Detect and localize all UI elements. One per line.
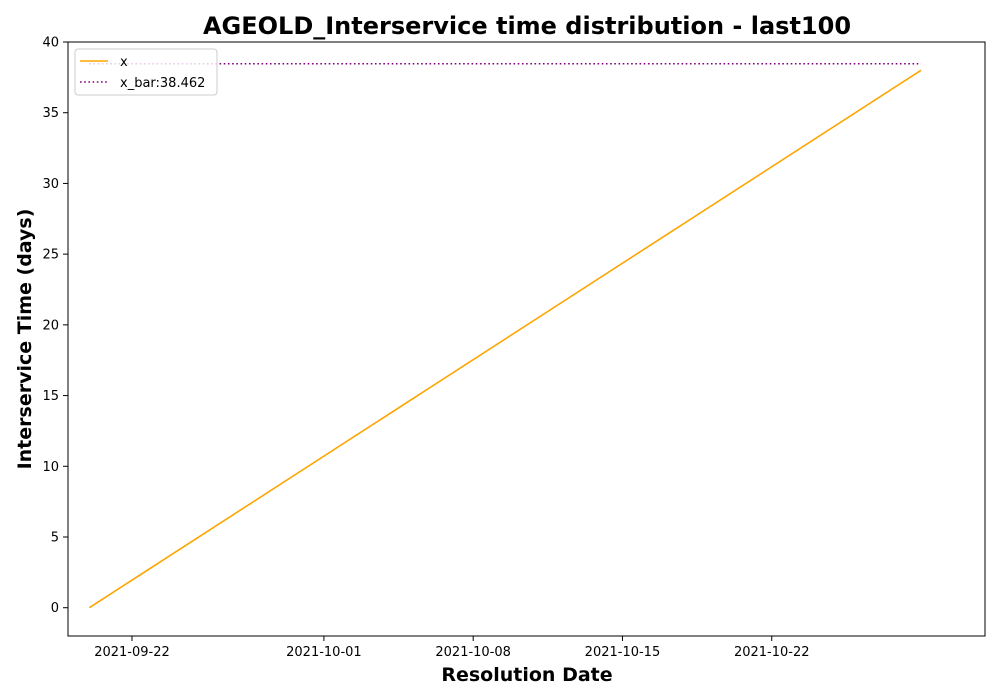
- x-axis: 2021-09-22 2021-10-01 2021-10-08 2021-10-15…: [94, 636, 810, 660]
- y-tick-label: 20: [42, 318, 59, 333]
- x-tick-label: 2021-10-15: [585, 645, 661, 660]
- plot-area: [67, 41, 986, 637]
- y-tick-label: 15: [42, 389, 59, 404]
- y-axis-label: Interservice Time (days): [14, 209, 36, 470]
- legend: x x_bar:38.462: [74, 48, 218, 96]
- y-tick-label: 0: [51, 601, 59, 616]
- legend-label-x: x: [120, 55, 128, 70]
- series-layer: [88, 62, 922, 609]
- x-tick-label: 2021-10-08: [435, 645, 511, 660]
- x-tick-label: 2021-10-01: [286, 645, 362, 660]
- y-tick-label: 25: [42, 248, 59, 263]
- legend-frame: [74, 48, 218, 96]
- y-tick-label: 5: [51, 531, 59, 546]
- y-tick-label: 35: [42, 106, 59, 121]
- legend-label-x-bar: x_bar:38.462: [120, 76, 205, 91]
- y-axis: 0 5 10 15 20 25 30 35 40: [42, 36, 68, 616]
- chart-title: AGEOLD_Interservice time distribution - …: [203, 12, 851, 40]
- y-tick-label: 30: [42, 177, 59, 192]
- y-tick-label: 10: [42, 460, 59, 475]
- x-axis-label: Resolution Date: [441, 664, 612, 686]
- y-tick-label: 40: [42, 36, 59, 51]
- x-tick-label: 2021-10-22: [734, 645, 810, 660]
- series-line-x: [88, 69, 922, 609]
- x-tick-label: 2021-09-22: [94, 645, 170, 660]
